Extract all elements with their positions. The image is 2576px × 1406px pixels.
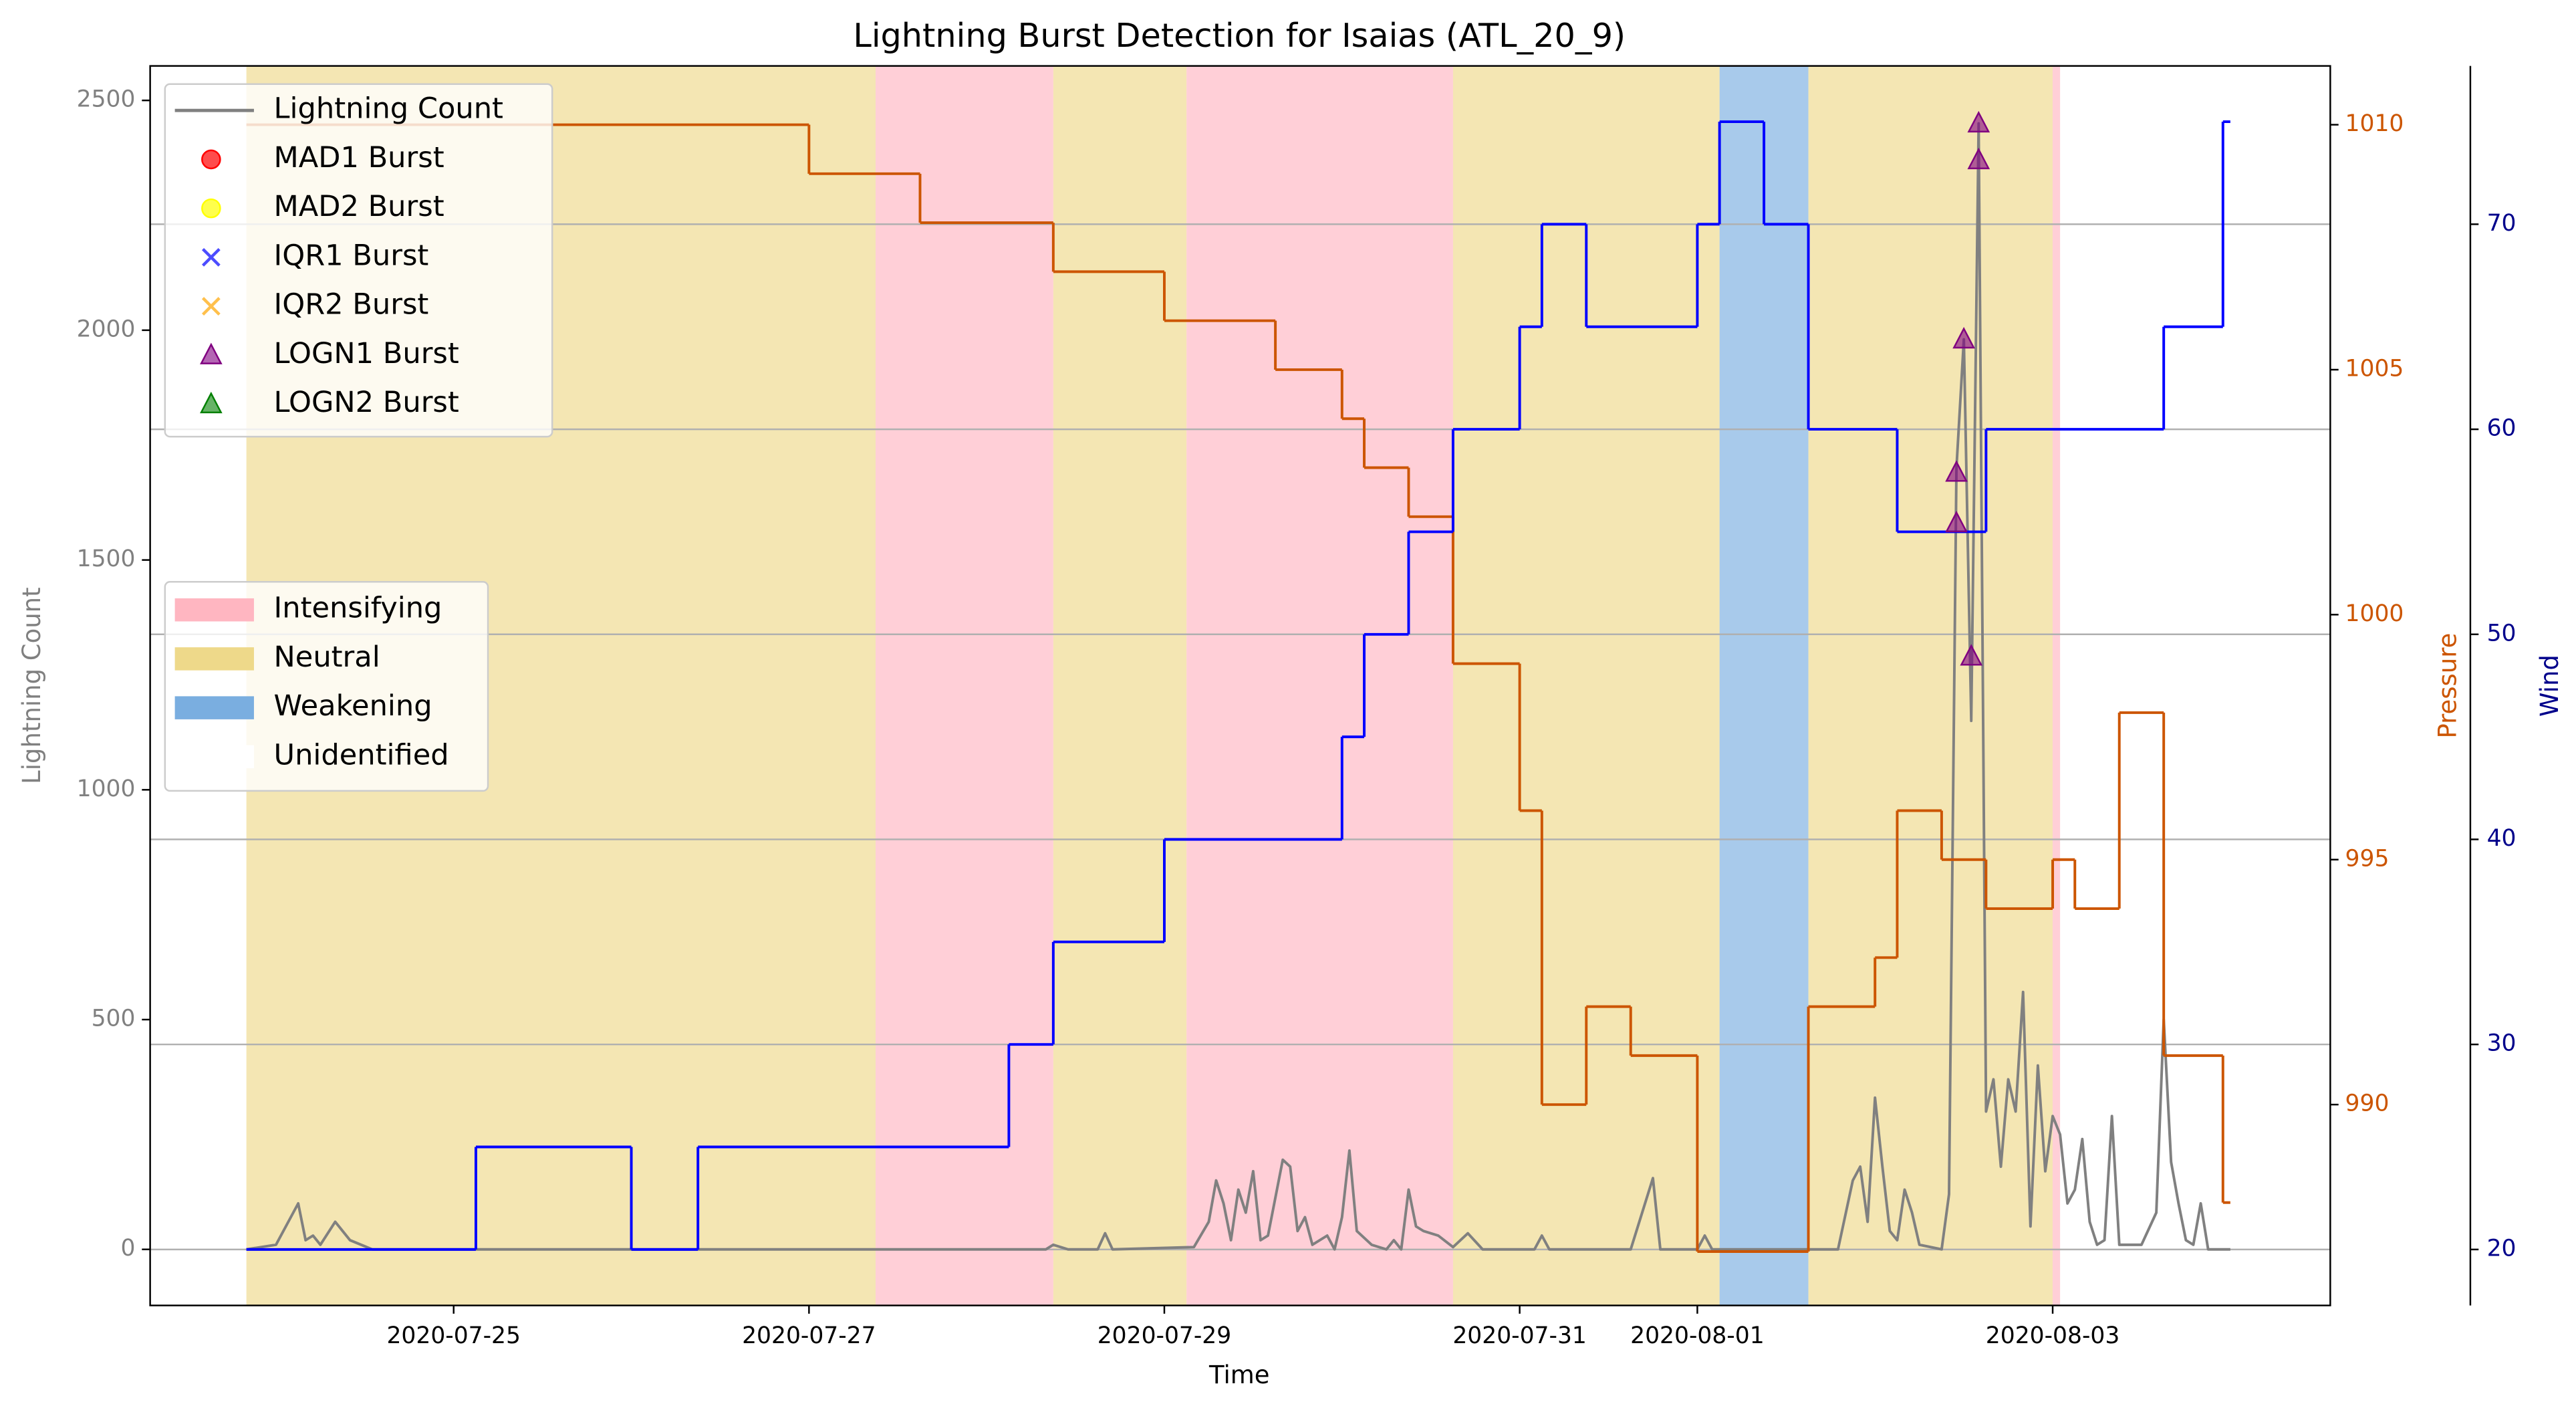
y2-tick-label: 1010 — [2345, 110, 2404, 137]
y-tick-label: 0 — [120, 1235, 135, 1262]
legend-box — [164, 581, 489, 792]
legend-patch — [174, 647, 254, 671]
y3-tick-label: 40 — [2487, 825, 2517, 852]
y-tick-label: 1500 — [77, 546, 136, 572]
y-axis-label: Lightning Count — [17, 587, 46, 784]
y-tick-label: 500 — [92, 1006, 136, 1032]
phase-band — [1808, 66, 2053, 1306]
y-tick-label: 1000 — [77, 776, 136, 802]
x-tick-label: 2020-08-03 — [1986, 1322, 2119, 1349]
legend-label: Weakening — [274, 689, 432, 723]
legend-patch — [174, 745, 254, 769]
burst-marker — [1952, 326, 1975, 349]
phase-band — [1719, 66, 1809, 1306]
burst-marker — [201, 247, 221, 267]
y-tick-label: 2500 — [77, 86, 136, 113]
y2-tick-label: 990 — [2345, 1090, 2390, 1117]
legend-label: MAD1 Burst — [274, 141, 444, 174]
y3-tick-label: 20 — [2487, 1235, 2517, 1262]
y2-tick-label: 1000 — [2345, 600, 2404, 627]
burst-marker — [201, 149, 221, 170]
y3-tick-label: 70 — [2487, 210, 2517, 237]
legend-label: LOGN1 Burst — [274, 337, 459, 370]
burst-marker — [201, 198, 221, 219]
legend-patch — [174, 696, 254, 719]
burst-marker — [1945, 460, 1968, 482]
x-axis-label: Time — [1208, 1361, 1269, 1389]
legend-label: LOGN2 Burst — [274, 386, 459, 419]
legend-label: IQR1 Burst — [274, 239, 429, 272]
y3-tick-label: 50 — [2487, 620, 2517, 647]
phase-band — [876, 66, 1053, 1306]
legend-label: MAD2 Burst — [274, 190, 444, 223]
legends: Lightning Count MAD1 Burst MAD2 Burst IQR1 … — [164, 83, 553, 792]
x-tick-label: 2020-08-01 — [1630, 1322, 1765, 1349]
phase-band — [1186, 66, 1453, 1306]
legend-patch — [174, 598, 254, 622]
legend-box — [164, 83, 553, 438]
phase-band — [1053, 66, 1187, 1306]
legend-label: Intensifying — [274, 592, 442, 625]
burst-marker — [201, 297, 221, 316]
x-tick-label: 2020-07-29 — [1098, 1322, 1232, 1349]
y3-axis-label: Wind — [2535, 655, 2564, 717]
axes: 2020-07-25 2020-07-27 2020-07-29 2020-07-31… — [77, 86, 2517, 1349]
lightning-line — [246, 122, 2230, 1251]
y2-axis-label: Pressure — [2433, 633, 2462, 739]
legend-label: Lightning Count — [274, 92, 503, 126]
x-tick-label: 2020-07-27 — [742, 1322, 876, 1349]
y2-tick-label: 1005 — [2345, 355, 2404, 382]
legend-label: Neutral — [274, 640, 380, 674]
burst-marker — [1945, 510, 1968, 533]
burst-marker — [1967, 147, 1990, 170]
y-tick-label: 2000 — [77, 316, 136, 342]
x-tick-label: 2020-07-25 — [386, 1322, 521, 1349]
burst-marker — [200, 391, 223, 414]
legend-label: Unidentified — [274, 738, 449, 772]
y2-tick-label: 995 — [2345, 845, 2390, 872]
chart-title: Lightning Burst Detection for Isaias (AT… — [853, 16, 1626, 55]
burst-marker — [1960, 644, 1983, 666]
plot-frame — [149, 65, 2331, 1306]
burst-marker — [1967, 110, 1990, 133]
burst-marker — [200, 342, 223, 364]
y3-tick-label: 60 — [2487, 415, 2517, 442]
phase-band — [2053, 66, 2061, 1306]
legend-label: IQR2 Burst — [274, 288, 429, 322]
y3-tick-label: 30 — [2487, 1030, 2517, 1057]
x-tick-label: 2020-07-31 — [1452, 1322, 1587, 1349]
